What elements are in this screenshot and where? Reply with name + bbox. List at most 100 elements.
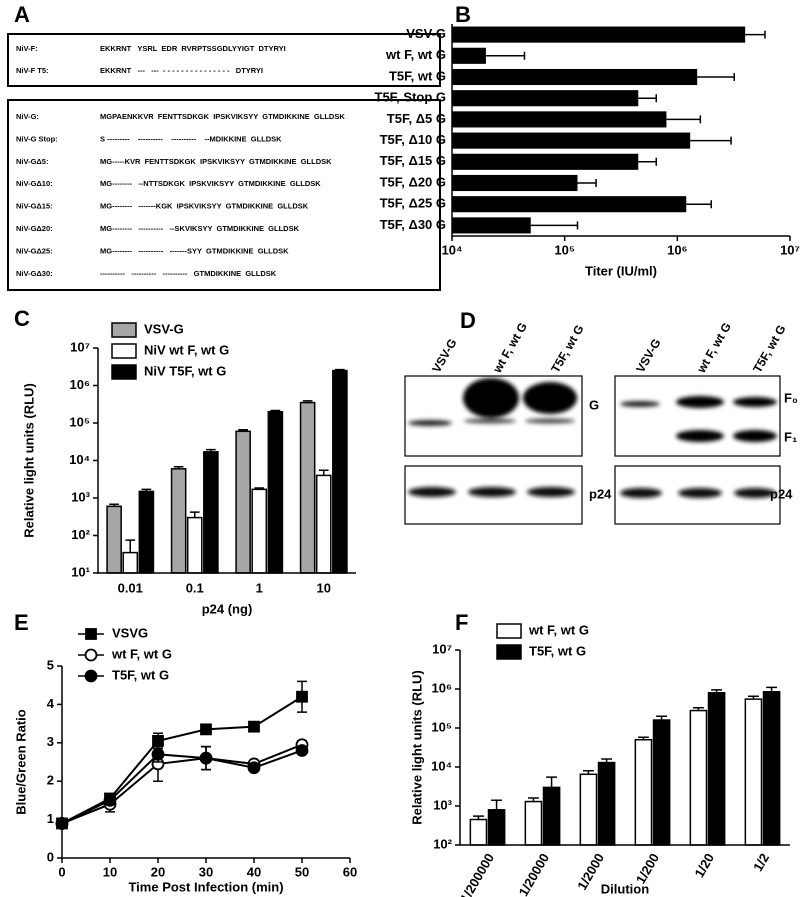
error-bar xyxy=(666,115,702,124)
bar xyxy=(652,719,671,846)
bar xyxy=(487,809,506,846)
y-axis-title: Blue/Green Ratio xyxy=(13,709,28,815)
band xyxy=(527,487,575,497)
bar xyxy=(452,196,687,213)
error-bar xyxy=(686,200,712,209)
category-label: T5F, Δ5 G xyxy=(387,111,446,126)
bar xyxy=(106,505,122,574)
bar xyxy=(452,132,691,149)
panel-label: F xyxy=(455,610,468,635)
category-label: T5F, Δ25 G xyxy=(380,196,446,211)
y-tick-label: 2 xyxy=(47,773,54,788)
marker xyxy=(84,669,98,683)
sequence: MG-------- -------KGK IPSKVIKSYY GTMDIKK… xyxy=(100,202,309,211)
band xyxy=(408,420,452,426)
marker xyxy=(296,690,308,703)
error-bar xyxy=(690,136,732,145)
legend-swatch xyxy=(111,364,137,380)
y-tick-label: 10² xyxy=(433,836,452,851)
error-bar xyxy=(638,157,658,166)
x-tick-label: 10 xyxy=(317,580,331,595)
panel-label: E xyxy=(14,610,29,635)
sequence: MG-------- --NTTSDKGK IPSKVIKSYY GTMDIKK… xyxy=(100,179,321,188)
band xyxy=(468,487,516,497)
band xyxy=(408,487,456,497)
category-label: T5F, Δ30 G xyxy=(380,217,446,232)
legend-label: T5F, wt G xyxy=(112,667,169,682)
x-tick-label: 40 xyxy=(247,864,261,879)
panel-label: D xyxy=(460,308,476,333)
sequence: MG-------- ---------- -------SYY GTMDIKK… xyxy=(100,246,289,255)
x-tick-label: 50 xyxy=(295,864,309,879)
bar xyxy=(634,738,653,846)
legend-label: wt F, wt G xyxy=(528,622,589,637)
y-tick-label: 10⁵ xyxy=(69,414,90,429)
bar xyxy=(452,217,531,234)
sequence-box xyxy=(7,99,441,291)
marker xyxy=(151,747,165,761)
sequence: ---------- ---------- ---------- GTMDIKK… xyxy=(100,269,277,278)
panel-label: B xyxy=(455,2,471,27)
bar xyxy=(542,786,561,846)
sequence-label: NiV-GΔ25: xyxy=(16,246,53,255)
bar xyxy=(299,401,316,574)
bar xyxy=(122,551,139,574)
bar xyxy=(452,90,639,107)
lane-label: wt F, wt G xyxy=(490,320,530,376)
band xyxy=(676,430,724,442)
bar xyxy=(138,490,155,574)
bar xyxy=(469,818,488,846)
marker xyxy=(247,761,261,775)
error-bar xyxy=(638,94,658,103)
marker xyxy=(199,751,213,765)
marker xyxy=(85,628,97,640)
band xyxy=(734,488,776,498)
y-axis-title: Relative light units (RLU) xyxy=(409,670,424,825)
band xyxy=(678,488,722,498)
x-axis-title: Titer (IU/ml) xyxy=(585,263,657,278)
sequence-label: NiV-GΔ20: xyxy=(16,224,53,233)
x-tick-label: 1/2 xyxy=(750,851,772,874)
sequence-label: NiV-F: xyxy=(16,44,38,53)
bands xyxy=(620,488,776,498)
marker xyxy=(55,817,69,830)
category-label: T5F, Stop G xyxy=(375,90,447,105)
line xyxy=(61,743,303,825)
y-axis-title: Relative light units (RLU) xyxy=(21,383,36,538)
legend-label: VSVG xyxy=(112,625,148,640)
y-tick-label: 10³ xyxy=(71,489,90,504)
band xyxy=(523,382,577,414)
legend-label: NiV wt F, wt G xyxy=(144,342,229,357)
marker xyxy=(295,744,309,757)
sequence-label: NiV-GΔ10: xyxy=(16,179,53,188)
legend-label: NiV T5F, wt G xyxy=(144,363,226,378)
band xyxy=(525,418,575,424)
y-tick-label: 3 xyxy=(47,734,54,749)
error-bar xyxy=(697,73,735,81)
band xyxy=(463,378,519,418)
x-tick-label: 10⁵ xyxy=(554,242,575,257)
blot-label: p24 xyxy=(589,486,612,501)
sequence-label: NiV-G: xyxy=(16,112,39,121)
category-label: T5F, wt G xyxy=(389,68,446,83)
marker xyxy=(84,648,98,662)
lane-label: VSV-G xyxy=(429,336,459,375)
blot-frame xyxy=(614,375,781,457)
y-tick-label: 10⁷ xyxy=(432,641,452,656)
x-tick-label: 10⁶ xyxy=(667,242,687,257)
bar xyxy=(524,800,543,846)
x-tick-label: 0.1 xyxy=(186,580,204,595)
axis-line xyxy=(451,24,790,237)
legend-swatch xyxy=(111,322,137,338)
legend-label: VSV-G xyxy=(144,321,184,336)
axis-line xyxy=(459,650,790,846)
legend-label: wt F, wt G xyxy=(111,646,172,661)
band xyxy=(620,401,660,407)
bar xyxy=(315,474,332,574)
y-tick-label: 10⁵ xyxy=(431,719,452,734)
line xyxy=(61,695,303,825)
alignment: NiV-F: EKKRNT YSRL EDR RVRPTSSGDLYYIGT DT… xyxy=(16,44,345,278)
error-bar xyxy=(530,221,579,230)
marker xyxy=(200,723,212,736)
error-bar xyxy=(189,511,200,518)
